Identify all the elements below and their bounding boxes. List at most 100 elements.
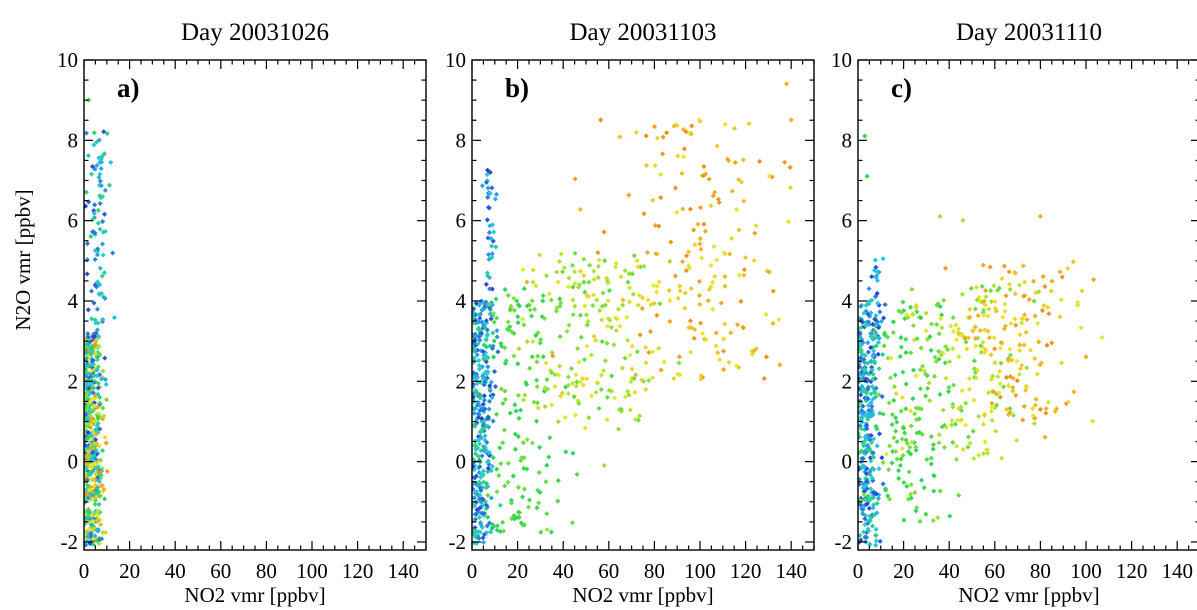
data-point [971,397,977,403]
data-point [94,162,100,168]
data-point [611,342,617,348]
data-point [480,348,486,354]
data-point [100,368,106,374]
data-point [923,310,929,316]
data-point [873,343,879,349]
data-point [643,162,650,168]
data-point [875,351,881,357]
y-tick-label: 10 [831,48,852,72]
data-point [920,363,926,369]
data-point [918,406,924,412]
data-point [502,360,508,366]
data-point [947,513,953,519]
data-point [676,360,682,366]
data-point [873,423,879,429]
data-point [982,302,988,308]
data-point [654,283,660,289]
data-point [477,492,483,498]
data-point [886,467,892,473]
data-point [622,394,629,400]
data-point [873,538,879,544]
data-point [688,286,694,292]
data-point [1007,352,1013,358]
data-point [885,334,891,340]
data-point [787,164,793,170]
data-point [484,415,490,421]
data-point [1020,417,1026,423]
data-point [641,211,647,217]
data-point [876,431,883,437]
y-tick-label: 10 [57,48,78,72]
data-point [104,130,110,137]
data-point [636,292,642,298]
data-point [485,194,491,200]
data-point [618,406,624,412]
data-point [476,357,482,364]
panel-letter-label: c) [891,73,912,103]
data-point [479,183,485,189]
data-point [734,207,740,213]
data-point [524,382,530,388]
data-point [868,358,874,364]
data-point [603,275,610,281]
data-point [1057,314,1063,320]
data-point [720,348,727,354]
data-point [1042,283,1048,290]
data-point [477,407,483,413]
data-point [869,274,875,280]
data-point [97,265,103,271]
data-point [870,353,876,360]
data-point [859,419,865,425]
data-point [988,376,995,382]
data-point [622,355,628,361]
data-point [820,243,825,248]
data-point [706,286,712,293]
data-point [1037,406,1043,412]
data-point [476,437,482,443]
data-point [555,419,561,425]
data-point [867,513,873,519]
data-point [668,239,674,245]
data-point [891,397,897,403]
data-point [887,496,893,502]
data-point [562,414,568,420]
data-point [549,349,555,356]
data-point [1013,392,1019,398]
data-point [956,492,962,498]
data-point [910,396,916,402]
data-point [919,431,925,437]
data-point-outlier [88,233,94,239]
data-point [713,330,719,336]
data-point [631,253,637,259]
data-point [896,468,902,474]
data-point [861,492,867,498]
data-point [875,495,882,502]
data-point [492,196,498,202]
data-point [660,151,666,157]
y-tick-label: 10 [445,48,466,72]
panel-title: Day 20031103 [570,19,717,46]
data-point [588,352,594,358]
data-point [672,273,678,279]
data-point [576,359,582,365]
data-point [478,474,484,480]
data-point [521,322,527,328]
data-point [863,449,869,455]
data-point [868,391,874,397]
data-point [874,320,880,326]
data-point [864,422,870,428]
data-point [521,397,527,403]
data-point [586,293,592,299]
data-point [858,415,864,421]
data-point [487,305,493,311]
data-point [508,497,514,503]
data-point [876,466,882,472]
data-point [967,314,973,320]
data-point [674,122,680,129]
data-point [103,529,109,536]
data-point [92,247,98,254]
data-point [544,511,550,517]
data-point [617,323,623,329]
data-point [725,156,731,162]
data-point-outlier [1042,434,1048,440]
